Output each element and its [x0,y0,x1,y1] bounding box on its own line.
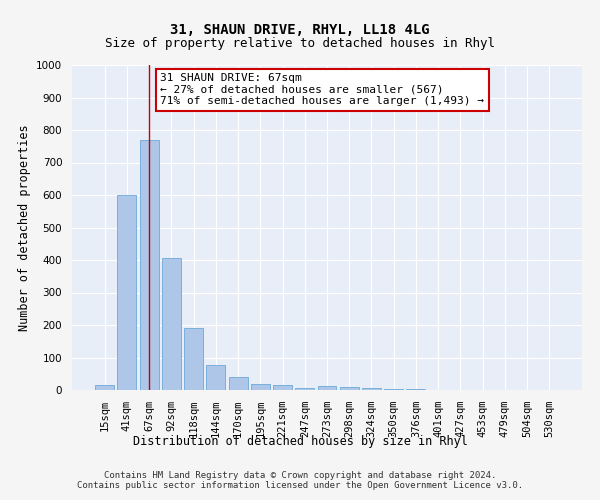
Bar [362,388,381,390]
Bar [184,328,203,390]
Y-axis label: Number of detached properties: Number of detached properties [17,124,31,331]
Text: Size of property relative to detached houses in Rhyl: Size of property relative to detached ho… [105,38,495,51]
Bar [229,377,248,390]
Bar [140,140,158,390]
Text: 31 SHAUN DRIVE: 67sqm
← 27% of detached houses are smaller (567)
71% of semi-det: 31 SHAUN DRIVE: 67sqm ← 27% of detached … [160,73,484,106]
Text: Distribution of detached houses by size in Rhyl: Distribution of detached houses by size … [133,435,467,448]
Text: 31, SHAUN DRIVE, RHYL, LL18 4LG: 31, SHAUN DRIVE, RHYL, LL18 4LG [170,22,430,36]
Bar [317,386,337,390]
Bar [273,385,292,390]
Bar [162,258,181,390]
Bar [384,389,403,390]
Bar [340,388,359,390]
Bar [295,388,314,390]
Bar [251,384,270,390]
Bar [95,385,114,390]
Bar [206,364,225,390]
Bar [118,195,136,390]
Text: Contains HM Land Registry data © Crown copyright and database right 2024.
Contai: Contains HM Land Registry data © Crown c… [77,470,523,490]
